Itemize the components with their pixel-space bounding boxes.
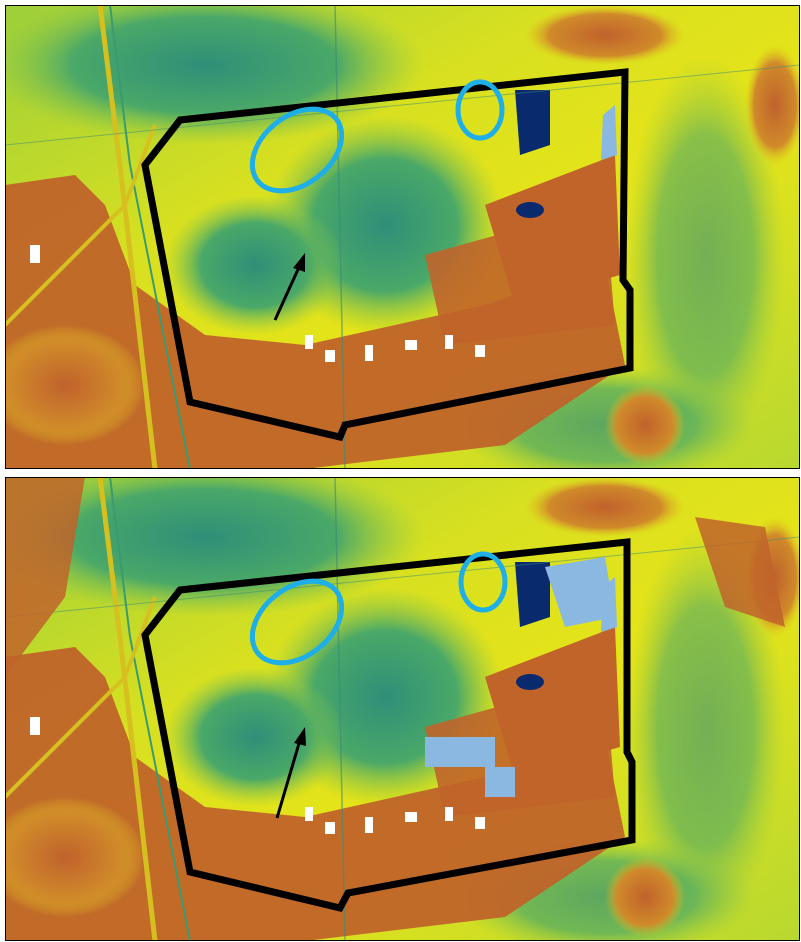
- highlight-ellipse: [455, 79, 505, 141]
- bottom-map: [5, 477, 801, 942]
- bottom-panel: [5, 477, 801, 942]
- study-area-outline: [141, 68, 634, 442]
- arrow-shaft: [273, 264, 302, 321]
- study-area-outline: [141, 538, 636, 913]
- highlight-ellipse: [249, 578, 345, 666]
- arrow-head: [294, 727, 306, 746]
- highlight-ellipse: [249, 106, 345, 194]
- top-panel: [5, 5, 800, 469]
- top-frame: [5, 5, 800, 469]
- arrow-shaft: [275, 739, 302, 819]
- arrow-head: [293, 253, 305, 272]
- bottom-frame: [5, 477, 800, 941]
- highlight-ellipse: [458, 551, 508, 613]
